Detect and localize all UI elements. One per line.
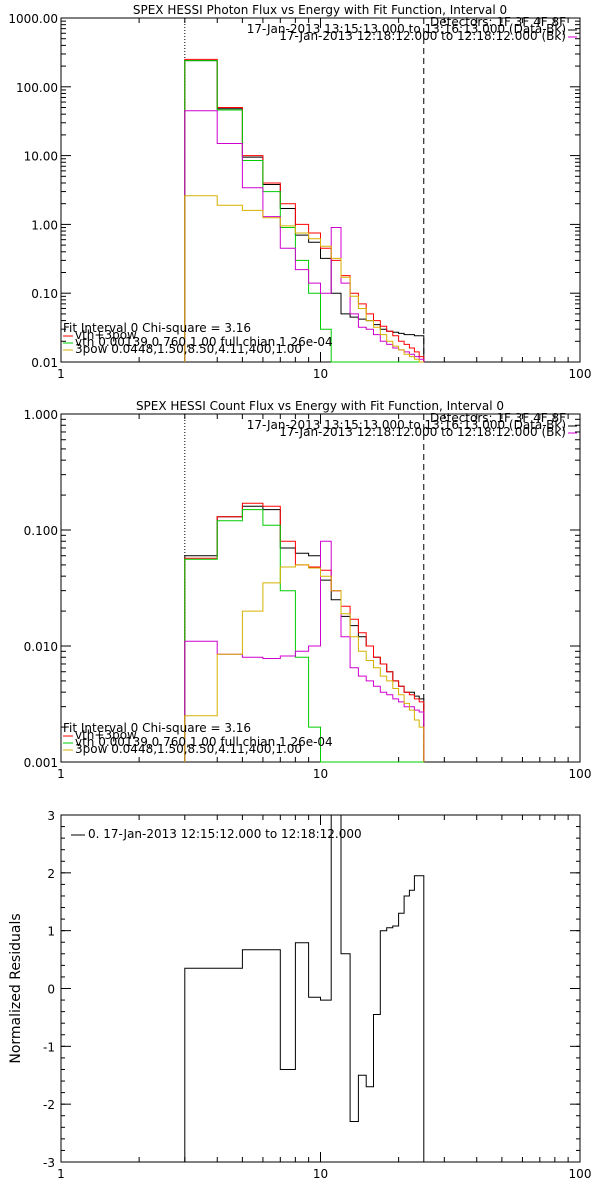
x-tick-label: 100	[569, 767, 592, 781]
y-tick-label: 1.000	[24, 408, 58, 422]
y-tick-label: 0.10	[31, 287, 58, 301]
detector-annotation: 17-Jan-2013 13:15:13.000 to 13:16:13.000…	[247, 22, 566, 36]
series-line-black-0	[184, 60, 425, 362]
x-tick-label: 100	[569, 367, 592, 381]
series-line-magenta-0	[184, 110, 425, 362]
x-tick-label: 1	[57, 1167, 65, 1181]
x-tick-label: 10	[313, 767, 328, 781]
y-tick-label: 0.010	[24, 640, 58, 654]
detector-annotation: 17-Jan-2013 12:18:12.000 to 12:18:12.000…	[279, 425, 566, 439]
x-tick-label: 1	[57, 367, 65, 381]
y-tick-label: 10.00	[24, 150, 58, 164]
y-tick-label: 1000.00	[8, 12, 58, 26]
fit-legend-text: vth 0.00139,0.760,1.00 full chian 1.26e-…	[75, 735, 333, 749]
detector-annotation: Detectors: 1F 3F 4F 8F	[430, 411, 566, 425]
y-tick-label: 3	[47, 809, 55, 823]
series-line-yellow-0	[184, 195, 424, 363]
fit-legend-text: vth 0.00139,0.760,1.00 full chian 1.26e-…	[75, 335, 333, 349]
series-line-black-2	[184, 814, 425, 1162]
count-chart-title: SPEX HESSI Count Flux vs Energy with Fit…	[136, 399, 504, 413]
y-tick-label: -3	[43, 1156, 55, 1170]
series-line-red-1	[184, 502, 425, 762]
y-tick-label: 1	[47, 925, 55, 939]
fit-legend-text: 3pow 0.0448,1.50,8.50,4.11,400,1.00	[75, 742, 302, 756]
y-tick-label: 0.100	[24, 524, 58, 538]
fit-legend-text: vth+3pow	[75, 328, 137, 342]
photon-chart-title: SPEX HESSI Photon Flux vs Energy with Fi…	[133, 3, 507, 17]
series-line-green-1	[184, 509, 424, 763]
x-tick-label: 10	[313, 367, 328, 381]
fit-legend-text: vth+3pow	[75, 728, 137, 742]
y-tick-label: 2	[47, 867, 55, 881]
series-line-red-0	[184, 58, 425, 362]
series-line-yellow-1	[184, 564, 425, 762]
y-tick-label: -2	[43, 1098, 55, 1112]
fit-legend-text: Fit Interval 0 Chi-square = 3.16	[63, 721, 251, 735]
x-tick-label: 10	[313, 1167, 328, 1181]
x-tick-label: 1	[57, 767, 65, 781]
x-tick-label: 100	[569, 1167, 592, 1181]
fit-legend-text: 3pow 0.0448,1.50,8.50,4.11,400,1.00	[75, 342, 302, 356]
detector-annotation: Detectors: 1F 3F 4F 8F	[430, 15, 566, 29]
detector-annotation: 17-Jan-2013 12:18:12.000 to 12:18:12.000…	[279, 29, 566, 43]
y-tick-label: -1	[43, 1040, 55, 1054]
detector-annotation: 17-Jan-2013 13:15:13.000 to 13:16:13.000…	[247, 418, 566, 432]
y-tick-label: 0.01	[31, 356, 58, 370]
y-tick-label: 1.00	[31, 218, 58, 232]
residual-legend-text: 0. 17-Jan-2013 12:15:12.000 to 12:18:12.…	[88, 827, 362, 841]
y-tick-label: 0.001	[24, 756, 58, 770]
y-tick-label: 100.00	[16, 81, 58, 95]
series-line-magenta-1	[184, 540, 425, 762]
fit-legend-text: Fit Interval 0 Chi-square = 3.16	[63, 321, 251, 335]
series-line-green-0	[184, 60, 424, 363]
residuals-y-axis-label: Normalized Residuals	[8, 913, 24, 1063]
plot-frame-2	[60, 814, 581, 1163]
y-tick-label: 0	[47, 983, 55, 997]
